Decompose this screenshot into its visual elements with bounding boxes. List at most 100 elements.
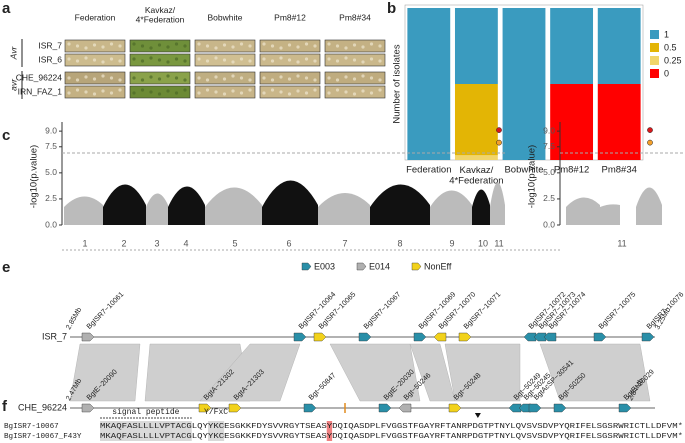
- gene-arrow: [81, 332, 95, 342]
- leaf-texture: [132, 76, 136, 80]
- track-label: ISR_7: [42, 331, 67, 341]
- leaf-texture: [109, 76, 114, 80]
- gene-label: Bgt−50847: [306, 371, 337, 402]
- x-tick-label: 2: [121, 238, 126, 248]
- sequence: MKAQFASLLLLVPTACGLQYYKCESGKKFDYSVVRGYTSE…: [100, 423, 683, 431]
- leaf-texture: [109, 91, 114, 95]
- leaf-image: [194, 85, 256, 99]
- leaf-texture: [174, 57, 179, 61]
- leaf-texture: [222, 58, 227, 62]
- gene-arrow: [508, 403, 522, 413]
- x-tick-label: 11: [617, 238, 626, 248]
- leaf-texture: [231, 45, 235, 49]
- row-label: ISR_7: [38, 40, 62, 50]
- leaf-texture: [270, 44, 275, 48]
- track-label: CHE_96224: [18, 402, 67, 412]
- leaf-texture: [304, 76, 309, 80]
- leaf-texture: [166, 89, 170, 93]
- leaf-texture: [75, 44, 80, 48]
- column-label: Federation: [75, 12, 116, 22]
- legend-swatch: [650, 43, 659, 52]
- point-cloud: [430, 190, 472, 225]
- leaf-texture: [369, 42, 374, 46]
- leaf-texture: [287, 92, 292, 96]
- x-tick-label: 9: [449, 238, 454, 248]
- column-label: Bobwhite: [208, 12, 243, 22]
- gene-arrow: [228, 403, 242, 413]
- leaf-texture: [222, 77, 227, 81]
- leaf-texture: [279, 90, 283, 94]
- leaf-texture: [174, 76, 179, 80]
- gene-label: BgISR7−10061: [84, 290, 125, 331]
- leaf-texture: [174, 42, 179, 46]
- leaf-texture: [344, 90, 348, 94]
- leaf-texture: [157, 77, 162, 81]
- y-tick-label: 7.5: [45, 141, 57, 151]
- point-cloud: [636, 187, 662, 225]
- x-tick-label: Pm8#34: [602, 165, 637, 176]
- highlight-point: [496, 139, 502, 146]
- leaf-texture: [183, 88, 187, 92]
- point-cloud: [490, 182, 505, 225]
- leaf-texture: [327, 42, 331, 46]
- y-axis-title: Number of isolates: [392, 44, 403, 123]
- leaf-texture: [304, 91, 309, 95]
- leaf-texture: [287, 77, 292, 81]
- leaf-texture: [287, 58, 292, 62]
- y-tick-label: 0.0: [45, 219, 57, 229]
- y-axis-title: -log10(p.value): [527, 145, 538, 208]
- sequence-name: BgISR7-10067_F43Y: [4, 433, 82, 441]
- highlight-point: [496, 127, 502, 133]
- y-tick-label: 2.5: [543, 193, 555, 203]
- bar-segment: [454, 155, 498, 160]
- leaf-texture: [67, 76, 71, 80]
- leaf-texture: [361, 74, 365, 78]
- leaf-texture: [361, 45, 365, 49]
- point-cloud: [205, 187, 262, 225]
- leaf-texture: [352, 92, 357, 96]
- leaf-image: [64, 85, 126, 99]
- y-tick-label: 5.0: [543, 167, 555, 177]
- leaf-texture: [75, 59, 80, 63]
- leaf-texture: [296, 60, 300, 64]
- coordinate: 2.85Mb: [64, 306, 84, 331]
- x-tick-label: 1: [82, 238, 87, 248]
- leaf-texture: [205, 78, 210, 82]
- leaf-texture: [313, 59, 317, 63]
- panel-label: f: [2, 398, 8, 415]
- leaf-texture: [214, 46, 218, 50]
- column-label: Pm8#12: [274, 12, 306, 22]
- leaf-texture: [75, 78, 80, 82]
- leaf-texture: [118, 78, 122, 82]
- leaf-texture: [197, 91, 201, 95]
- leaf-texture: [287, 43, 292, 47]
- leaf-texture: [197, 57, 201, 61]
- gene-arrow: [358, 332, 372, 342]
- panel-label: b: [387, 0, 396, 17]
- synteny-block: [539, 343, 651, 402]
- leaf-texture: [92, 77, 97, 81]
- leaf-texture: [369, 57, 374, 61]
- leaf-texture: [239, 91, 244, 95]
- legend-label: 0.5: [664, 42, 677, 52]
- panel-label: c: [2, 127, 10, 144]
- leaf-texture: [378, 44, 382, 48]
- leaf-image: [259, 85, 321, 99]
- y-axis-title: -log10(p.value): [29, 145, 40, 208]
- leaf-texture: [335, 59, 340, 63]
- leaf-texture: [149, 90, 153, 94]
- mutation-highlight: [326, 421, 333, 441]
- group-label: Avr: [8, 46, 18, 61]
- row-label: IRN_FAZ_1: [18, 86, 63, 96]
- leaf-texture: [118, 59, 122, 63]
- leaf-texture: [248, 59, 252, 63]
- sequence: MKAQFASLLLLVPTACGLQYYKCESGKKFDYSVVRGYTSE…: [100, 433, 683, 441]
- gene-label: BgISR7−10075: [596, 290, 637, 331]
- gene-arrow: [413, 332, 427, 342]
- leaf-texture: [279, 46, 283, 50]
- point-cloud: [146, 193, 168, 225]
- point-cloud: [103, 184, 146, 225]
- leaf-texture: [166, 60, 170, 64]
- leaf-texture: [84, 90, 88, 94]
- legend-label: E003: [314, 261, 335, 271]
